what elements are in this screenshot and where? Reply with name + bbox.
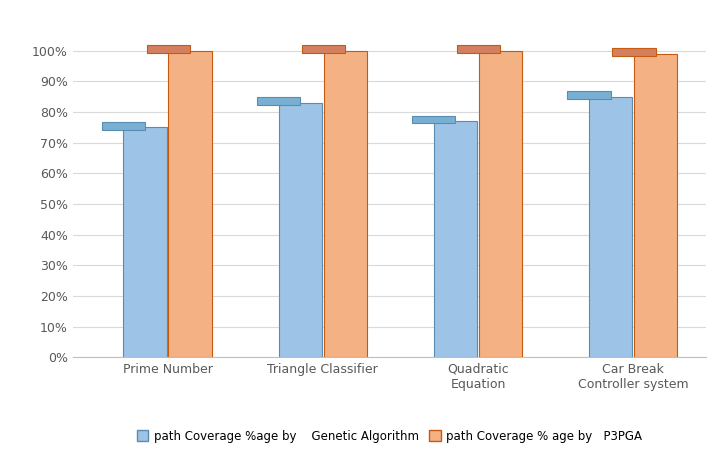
Bar xyxy=(168,50,212,357)
Bar xyxy=(589,97,633,357)
Bar xyxy=(146,45,190,53)
Bar xyxy=(279,103,322,357)
Bar xyxy=(479,50,522,357)
Bar xyxy=(634,54,677,357)
Bar xyxy=(412,116,456,123)
Bar xyxy=(567,91,611,99)
Legend: path Coverage %age by    Genetic Algorithm, path Coverage % age by   P3PGA: path Coverage %age by Genetic Algorithm,… xyxy=(132,425,647,447)
Bar xyxy=(323,50,367,357)
Bar xyxy=(257,97,300,105)
Bar xyxy=(123,127,167,357)
Bar xyxy=(434,121,477,357)
Bar xyxy=(302,45,345,53)
Bar xyxy=(457,45,500,53)
Bar xyxy=(102,122,145,130)
Bar xyxy=(612,48,656,56)
